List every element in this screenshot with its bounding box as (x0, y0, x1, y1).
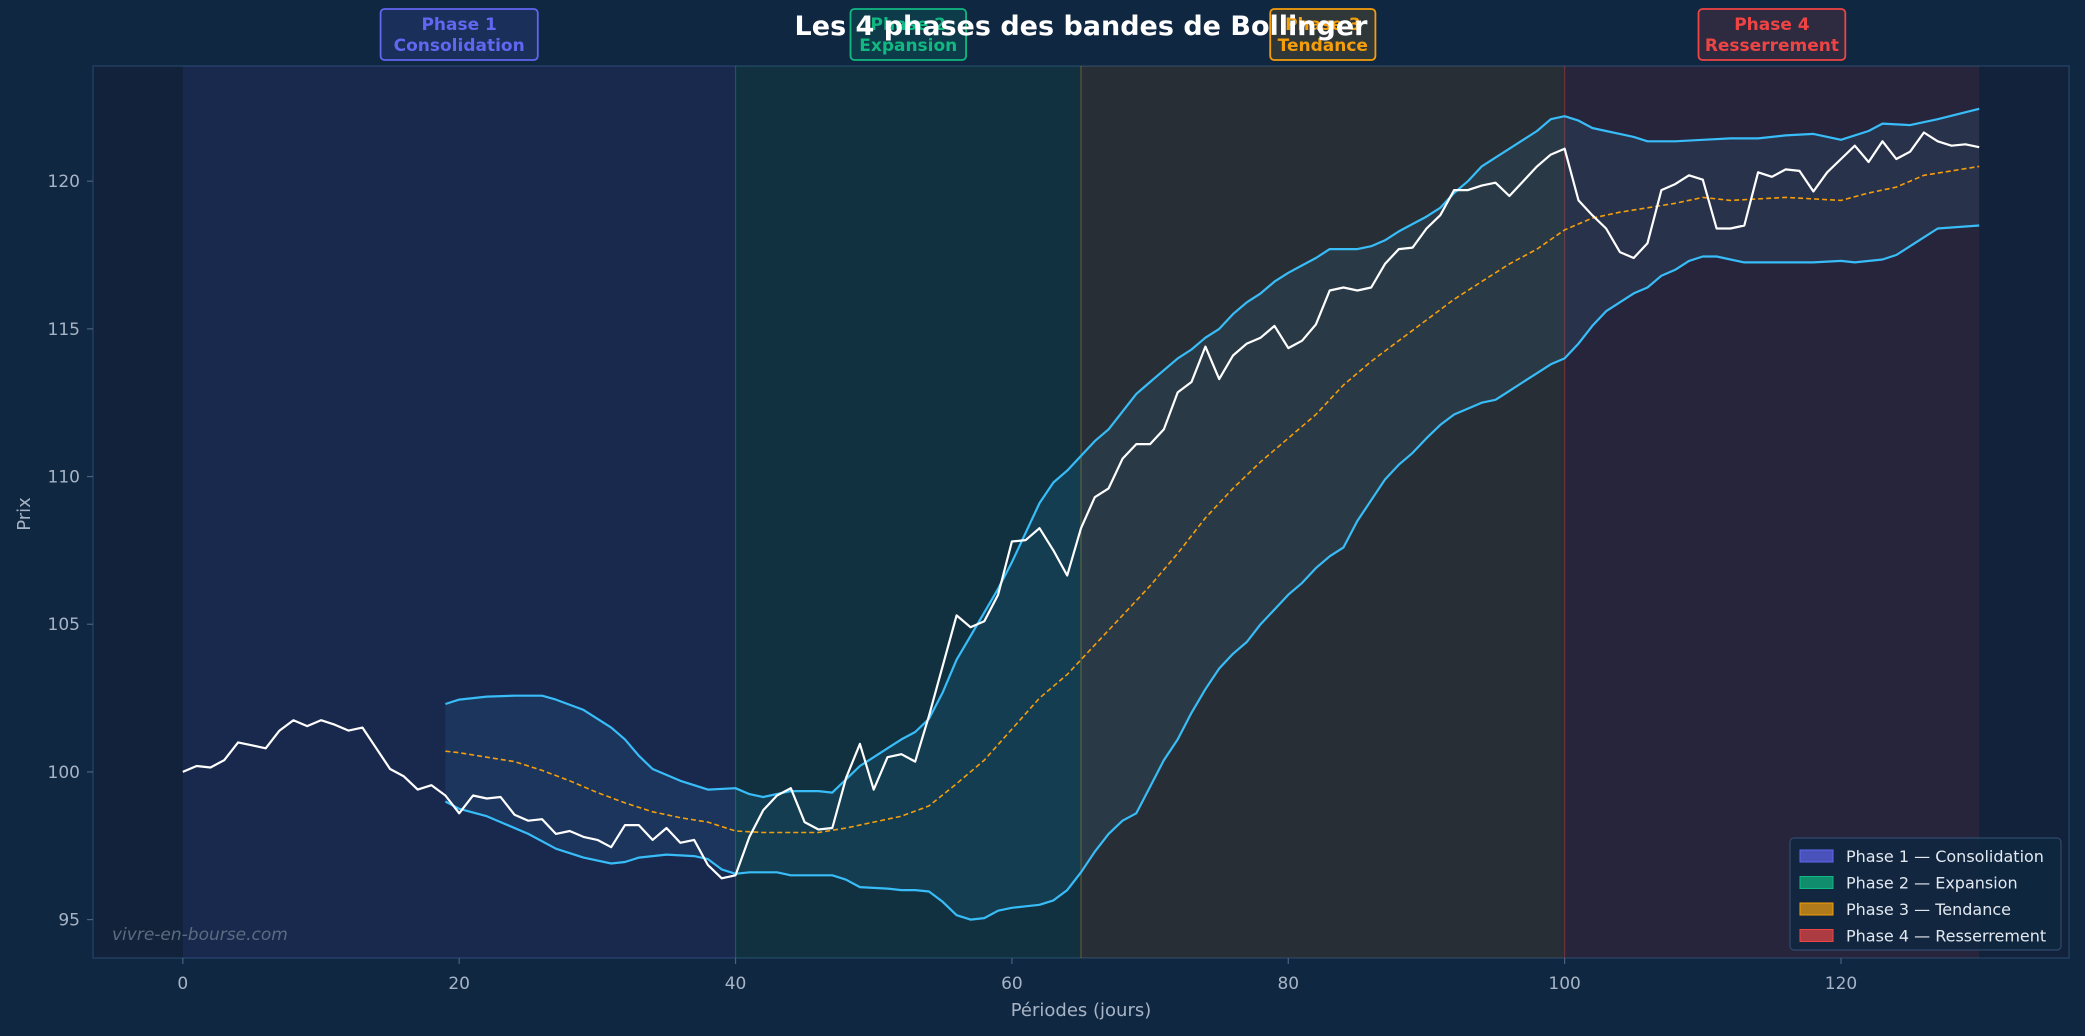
line-layer (182, 107, 1980, 921)
chart-title: Les 4 phases des bandes de Bollinger (795, 11, 1369, 42)
legend: Phase 1 — Consolidation Phase 2 — Expansi… (1789, 837, 2062, 951)
phase-2-label-text: Phase 2 (871, 15, 946, 35)
y-tick-label: 95 (58, 911, 80, 931)
phase-3-label-box (1269, 8, 1377, 61)
watermark-text: vivre-en-bourse.com (112, 925, 288, 945)
sma-line (445, 165, 1980, 834)
phase-2-label-text: Expansion (859, 36, 957, 56)
axes: 0 20 40 60 80 100 120 95 100 105 110 115 120 (48, 172, 1858, 994)
x-tick-label: 40 (725, 974, 747, 994)
legend-swatch-phase-3 (1799, 902, 1834, 916)
phase-1-label-text: Phase 1 (421, 15, 496, 35)
x-tick-label: 0 (177, 974, 188, 994)
y-tick-label: 120 (48, 172, 80, 192)
phase-2-label-box (849, 8, 967, 61)
phase-4-region (1564, 66, 1980, 958)
x-tick-label: 120 (1825, 974, 1857, 994)
phase-regions (182, 66, 1980, 958)
phase-3-label-text: Tendance (1278, 36, 1368, 56)
y-axis-label: Prix (14, 497, 35, 531)
legend-label-phase-1: Phase 1 — Consolidation (1846, 847, 2044, 866)
price-line (182, 131, 1980, 880)
bollinger-band-fill (445, 108, 1980, 920)
y-tick-label: 100 (48, 763, 80, 783)
phase-3-label-text: Phase 3 (1285, 15, 1360, 35)
upper-band-line (445, 107, 1980, 799)
x-tick-label: 80 (1277, 974, 1299, 994)
legend-label-phase-3: Phase 3 — Tendance (1846, 900, 2011, 919)
legend-swatch-phase-1 (1799, 849, 1834, 863)
phase-1-label-box (379, 8, 539, 61)
x-axis-label: Périodes (jours) (1011, 1000, 1152, 1021)
band-fill-layer (445, 108, 1980, 920)
phase-4-label-text: Resserrement (1705, 36, 1839, 56)
phase-3-region (1081, 66, 1565, 958)
lower-band-line (444, 224, 1980, 921)
legend-box (1789, 837, 2062, 951)
y-tick-label: 110 (48, 468, 80, 488)
legend-label-phase-2: Phase 2 — Expansion (1846, 874, 2018, 893)
phase-4-label-box (1697, 8, 1847, 61)
phase-2-region (735, 66, 1081, 958)
y-tick-label: 115 (48, 320, 80, 340)
legend-swatch-phase-4 (1799, 929, 1834, 942)
phase-4-label-text: Phase 4 (1734, 15, 1810, 35)
legend-label-phase-4: Phase 4 — Resserrement (1846, 927, 2046, 946)
x-tick-label: 100 (1548, 974, 1580, 994)
x-tick-label: 20 (448, 974, 470, 994)
x-tick-label: 60 (1001, 974, 1023, 994)
phase-1-label-text: Consolidation (394, 36, 525, 56)
plot-area (92, 65, 2070, 959)
y-tick-label: 105 (48, 615, 80, 635)
legend-swatch-phase-2 (1799, 876, 1834, 889)
